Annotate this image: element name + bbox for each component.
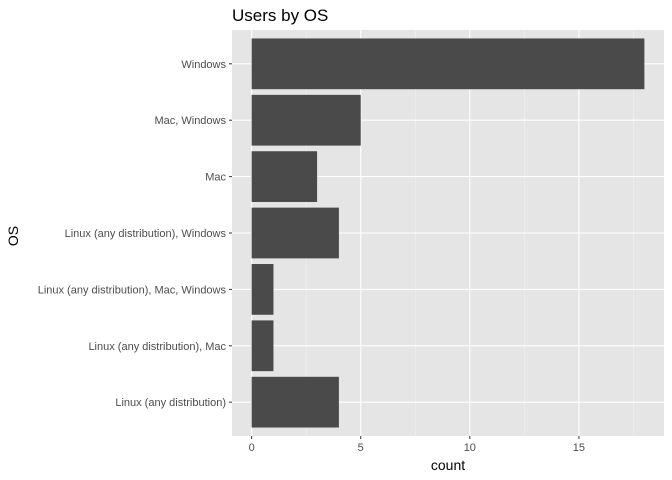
y-tick-label: Mac, Windows xyxy=(154,115,226,127)
x-axis-title: count xyxy=(431,457,465,473)
y-tick-label: Linux (any distribution), Mac xyxy=(88,341,226,353)
x-tick-label: 10 xyxy=(464,442,476,454)
y-axis: Linux (any distribution) Linux (any distr… xyxy=(38,59,232,409)
x-tick-label: 15 xyxy=(573,442,585,454)
y-tick-label: Mac xyxy=(205,172,226,184)
bar xyxy=(251,376,339,428)
x-tick-label: 5 xyxy=(358,442,364,454)
bar xyxy=(251,207,339,259)
bar xyxy=(251,151,318,202)
x-axis: 0 5 10 15 xyxy=(249,436,585,454)
bar xyxy=(251,38,645,90)
x-tick-label: 0 xyxy=(249,442,255,454)
y-tick-label: Linux (any distribution), Windows xyxy=(65,228,227,240)
bar xyxy=(251,264,274,315)
y-tick-label: Windows xyxy=(181,59,226,71)
chart-title: Users by OS xyxy=(232,6,328,25)
y-tick-label: Linux (any distribution) xyxy=(115,397,226,409)
bar xyxy=(251,320,274,372)
y-axis-title: OS xyxy=(5,226,21,246)
bar xyxy=(251,94,361,146)
bars xyxy=(251,38,645,428)
y-tick-label: Linux (any distribution), Mac, Windows xyxy=(38,284,227,296)
